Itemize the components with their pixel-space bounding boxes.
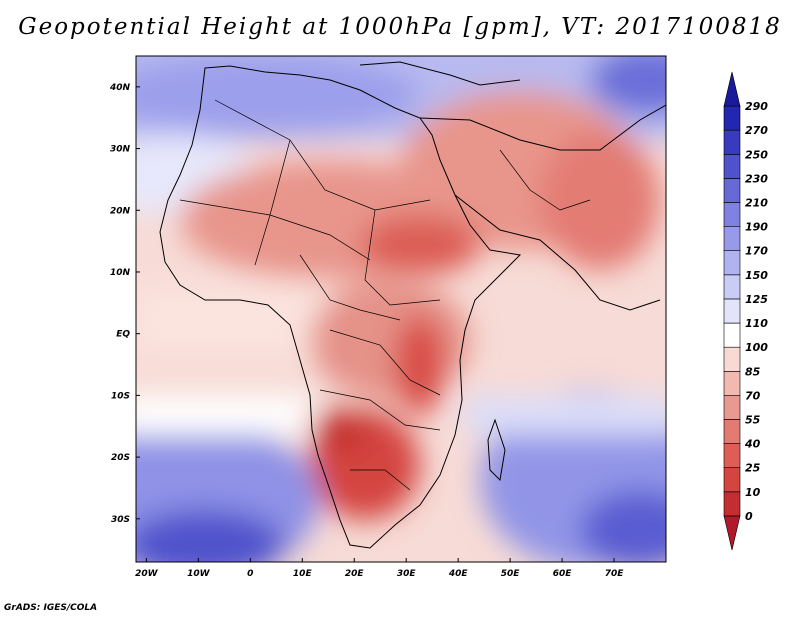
lon-tick-label: 20E — [345, 569, 365, 579]
colorbar-swatch — [723, 105, 741, 131]
colorbar-swatch — [723, 322, 741, 348]
colorbar-label: 250 — [745, 148, 768, 161]
colorbar-swatch — [723, 298, 741, 324]
colorbar-label: 170 — [745, 245, 768, 258]
colorbar-swatch — [723, 515, 741, 551]
lat-tick-label: 20N — [110, 206, 131, 216]
country-borders — [179, 99, 591, 491]
colorbar-swatch — [723, 202, 741, 227]
colorbar-swatch — [723, 226, 741, 252]
colorbar-label: 0 — [745, 510, 753, 523]
colorbar-label: 110 — [745, 317, 768, 330]
lat-tick-label: 10S — [111, 391, 130, 401]
colorbar-label: 25 — [745, 462, 761, 475]
plot-frame — [135, 55, 667, 563]
lon-tick-label: 0 — [247, 569, 253, 579]
colorbar-label: 270 — [745, 124, 768, 137]
colorbar-swatch — [723, 346, 741, 372]
colorbar-swatch — [723, 250, 741, 276]
colorbar-label: 125 — [745, 293, 768, 306]
lat-tick-label: 40N — [109, 83, 131, 93]
colorbar-label: 40 — [744, 438, 761, 451]
colorbar-label: 290 — [745, 100, 768, 113]
colorbar-swatch — [723, 370, 741, 396]
lon-tick-label: 70E — [605, 569, 625, 579]
colorbar-swatch — [723, 129, 741, 155]
lat-tick-label: 10N — [110, 268, 131, 278]
colorbar-label: 150 — [745, 269, 768, 282]
colorbar-swatch — [723, 491, 741, 517]
colorbar-swatch — [723, 467, 741, 493]
colorbar-label: 10 — [745, 486, 761, 499]
lon-tick-label: 10E — [293, 569, 313, 579]
lat-tick-label: 20S — [111, 453, 130, 463]
colorbar-swatch — [723, 443, 741, 468]
lat-tick-label: 30S — [111, 515, 130, 525]
colorbar-swatch — [723, 154, 741, 179]
colorbar-label: 70 — [745, 389, 761, 402]
axis-ticks: 20W 10W 0 10E 20E 30E 40E 50E 60E 70E 40N 30N 20N 10N… — [109, 83, 624, 579]
colorbar-label: 230 — [745, 172, 768, 185]
map-title: Geopotential Height at 1000hPa [gpm], VT… — [18, 14, 782, 40]
colorbar-label: 55 — [745, 413, 761, 426]
colorbar-swatch — [723, 71, 741, 107]
lon-tick-label: 30E — [397, 569, 417, 579]
coastlines — [159, 61, 666, 549]
colorbar-label: 85 — [745, 365, 761, 378]
colorbar-swatch — [723, 274, 741, 300]
colorbar-label: 100 — [745, 341, 768, 354]
colorbar-label: 190 — [745, 221, 768, 234]
colorbar-swatch — [723, 178, 741, 203]
lon-tick-label: 10W — [187, 569, 211, 579]
lat-tick-label: 30N — [110, 145, 131, 155]
lon-tick-label: 50E — [501, 569, 521, 579]
colorbar-label: 210 — [745, 197, 768, 210]
lat-tick-label: EQ — [116, 330, 130, 340]
colorbar-swatch — [723, 419, 741, 444]
colorbar-swatch — [723, 395, 741, 420]
lon-tick-label: 60E — [553, 569, 573, 579]
height-field — [136, 56, 666, 562]
colorbar: 0 10 25 40 55 70 85 100 110 125 150 170 190 210 230 250… — [723, 71, 768, 551]
lon-tick-label: 20W — [135, 569, 159, 579]
lon-tick-label: 40E — [448, 569, 469, 579]
grads-credit: GrADS: IGES/COLA — [4, 603, 98, 613]
